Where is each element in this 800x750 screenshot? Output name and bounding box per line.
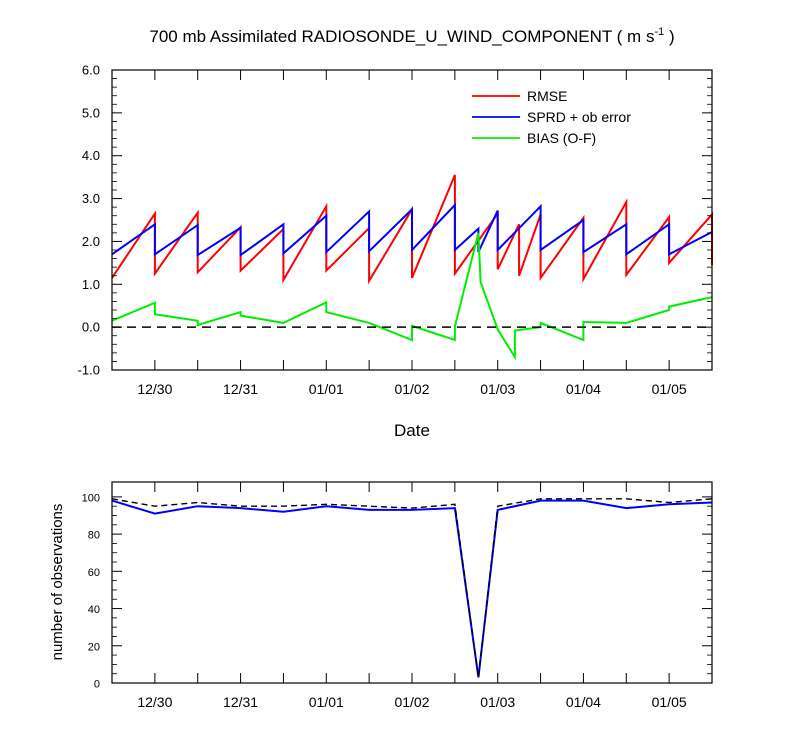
top-x-tick-label: 01/01 [309, 381, 344, 397]
bottom-y-tick-label: 20 [88, 641, 100, 653]
top-x-tick-label: 01/05 [652, 381, 687, 397]
legend-label: SPRD + ob error [527, 109, 631, 125]
top-y-tick-label: 2.0 [82, 234, 100, 249]
bottom-series-line-1 [111, 498, 713, 678]
bottom-x-tick-label: 01/05 [652, 694, 687, 710]
bottom-y-tick-label: 100 [82, 492, 100, 504]
top-series-line-1 [111, 202, 713, 258]
top-y-tick-label: 3.0 [82, 191, 100, 206]
top-x-tick-label: 01/04 [566, 381, 601, 397]
top-series-group [111, 174, 713, 361]
bottom-y-tick-label: 60 [88, 567, 100, 579]
bottom-plot-frame [111, 481, 713, 684]
bottom-x-ticks: 12/30 12/31 01/01 01/02 01/03 01/04 01/05 [111, 482, 713, 710]
top-x-ticks: 12/30 12/31 01/01 01/02 01/03 01/04 01/05 [111, 70, 713, 397]
bottom-chart: 0 20 40 60 80 100 12/30 12/31 01/01 01/02 01/03 01… [49, 481, 713, 710]
top-y-tick-label: -1.0 [78, 363, 100, 378]
bottom-y-tick-label: 40 [88, 604, 100, 616]
top-chart: 700 mb Assimilated RADIOSONDE_U_WIND_COM… [78, 26, 713, 440]
chart-title: 700 mb Assimilated RADIOSONDE_U_WIND_COM… [149, 26, 674, 46]
top-y-tick-label: 5.0 [82, 105, 100, 120]
top-y-tick-label: 4.0 [82, 148, 100, 163]
bottom-y-ticks: 0 20 40 60 80 100 [82, 492, 712, 691]
top-series-line-2 [111, 232, 713, 361]
bottom-y-tick-label: 0 [94, 679, 100, 691]
top-y-ticks: -1.0 0.0 1.0 2.0 3.0 4.0 5.0 6.0 [78, 63, 712, 378]
top-x-tick-label: 12/30 [137, 381, 172, 397]
bottom-x-tick-label: 12/30 [137, 694, 172, 710]
bottom-y-tick-label: 80 [88, 530, 100, 542]
bottom-x-tick-label: 01/04 [566, 694, 601, 710]
legend: RMSE SPRD + ob error BIAS (O-F) [472, 88, 631, 146]
top-y-tick-label: 6.0 [82, 63, 100, 78]
top-y-tick-label: 1.0 [82, 277, 100, 292]
legend-label: BIAS (O-F) [527, 130, 596, 146]
bottom-series-line-0 [111, 499, 713, 678]
bottom-x-tick-label: 12/31 [223, 694, 258, 710]
top-plot-frame [111, 69, 713, 371]
bottom-series-group [111, 498, 713, 678]
legend-label: RMSE [527, 88, 567, 104]
bottom-x-tick-label: 01/02 [394, 694, 429, 710]
bottom-x-tick-label: 01/01 [309, 694, 344, 710]
top-y-tick-label: 0.0 [82, 320, 100, 335]
x-axis-label: Date [394, 421, 430, 440]
top-x-tick-label: 12/31 [223, 381, 258, 397]
top-x-tick-label: 01/03 [480, 381, 515, 397]
top-x-tick-label: 01/02 [394, 381, 429, 397]
bottom-x-tick-label: 01/03 [480, 694, 515, 710]
y-axis-label: number of observations [49, 504, 66, 661]
